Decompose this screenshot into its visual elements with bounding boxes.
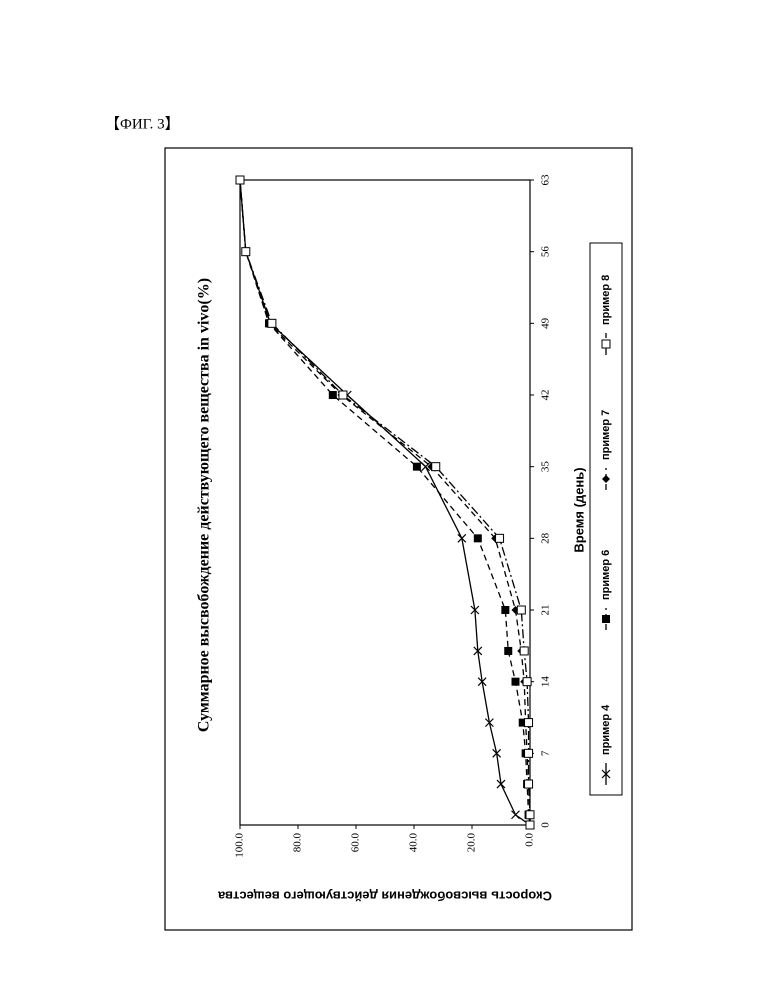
y-axis-label: Скорость высвобождения действующего веще… [217, 889, 552, 904]
marker [242, 248, 250, 256]
marker [474, 534, 482, 542]
legend-label: пример 4 [600, 704, 612, 755]
x-tick-label: 63 [540, 174, 552, 186]
figure-label: 【ФИГ. 3】 [105, 115, 180, 132]
y-tick-label: 40.0 [408, 833, 420, 853]
marker [512, 811, 520, 819]
x-tick-label: 49 [540, 317, 552, 329]
chart: Суммарное высвобождение действующего вещ… [196, 174, 622, 904]
series-line [240, 180, 530, 825]
marker [602, 340, 610, 348]
marker [504, 647, 512, 655]
y-tick-label: 0.0 [524, 833, 536, 847]
series-line [240, 180, 530, 825]
marker [525, 749, 533, 757]
y-tick-label: 20.0 [466, 833, 478, 853]
x-tick-label: 56 [540, 246, 552, 258]
marker [339, 391, 347, 399]
x-tick-label: 35 [540, 461, 552, 473]
marker [602, 475, 610, 483]
marker [525, 719, 533, 727]
marker [602, 615, 610, 623]
marker [329, 391, 337, 399]
y-tick-label: 100.0 [234, 833, 246, 858]
marker [525, 780, 533, 788]
marker [526, 821, 534, 829]
series-line [240, 180, 530, 825]
series-line [240, 180, 530, 825]
page: 【ФИГ. 3】 Суммарное высвобождение действу… [0, 0, 780, 1003]
x-tick-label: 0 [540, 822, 552, 828]
plot-frame [240, 180, 530, 825]
marker [501, 606, 509, 614]
marker [526, 811, 534, 819]
marker [517, 606, 525, 614]
figure-frame [165, 148, 632, 930]
x-tick-label: 21 [540, 605, 552, 616]
marker [268, 319, 276, 327]
marker [520, 647, 528, 655]
legend-label: пример 6 [600, 550, 612, 600]
chart-title: Суммарное высвобождение действующего вещ… [196, 278, 213, 732]
y-tick-label: 60.0 [350, 833, 362, 853]
marker [432, 463, 440, 471]
x-tick-label: 28 [540, 532, 552, 544]
x-tick-label: 42 [540, 390, 552, 401]
marker [512, 678, 520, 686]
x-axis-label: Время (день) [571, 467, 586, 552]
legend-label: пример 7 [600, 410, 612, 460]
x-tick-label: 14 [540, 676, 552, 688]
marker [236, 176, 244, 184]
marker [413, 463, 421, 471]
y-tick-label: 80.0 [292, 833, 304, 853]
x-tick-label: 7 [540, 750, 552, 756]
marker [523, 678, 531, 686]
marker [496, 534, 504, 542]
legend-label: пример 8 [600, 275, 612, 325]
